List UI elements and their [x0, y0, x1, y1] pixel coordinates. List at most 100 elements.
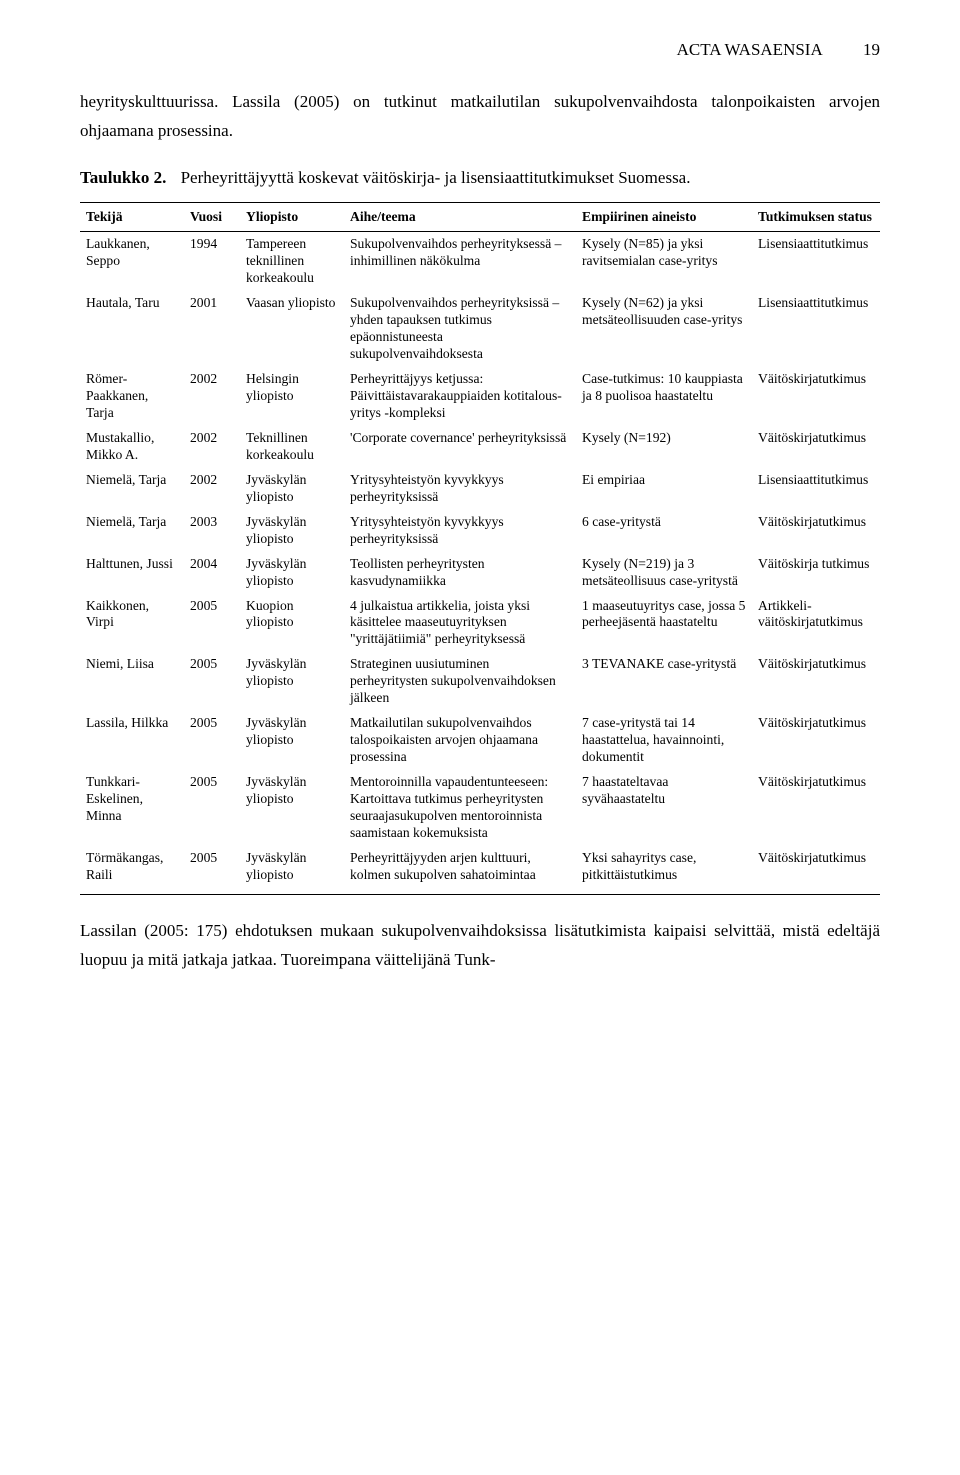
cell-year: 2005: [184, 846, 240, 894]
cell-topic: Mentoroinnilla vapaudentunteeseen: Karto…: [344, 770, 576, 846]
cell-author: Halttunen, Jussi: [80, 552, 184, 594]
cell-status: Väitöskirjatutkimus: [752, 426, 880, 468]
table-row: Halttunen, Jussi2004Jyväskylän yliopisto…: [80, 552, 880, 594]
cell-status: Artikkeli-väitöskirjatutkimus: [752, 594, 880, 653]
cell-year: 2002: [184, 426, 240, 468]
cell-year: 2002: [184, 468, 240, 510]
cell-univ: Jyväskylän yliopisto: [240, 652, 344, 711]
cell-author: Törmäkangas, Raili: [80, 846, 184, 894]
header-page-number: 19: [863, 40, 880, 59]
cell-status: Väitöskirjatutkimus: [752, 711, 880, 770]
cell-year: 2004: [184, 552, 240, 594]
cell-topic: Perheyrittäjyyden arjen kulttuuri, kolme…: [344, 846, 576, 894]
table-row: Römer-Paakkanen, Tarja2002Helsingin ylio…: [80, 367, 880, 426]
cell-univ: Jyväskylän yliopisto: [240, 468, 344, 510]
cell-emp: 1 maaseutuyritys case, jossa 5 perheejäs…: [576, 594, 752, 653]
cell-author: Niemi, Liisa: [80, 652, 184, 711]
cell-emp: Ei empiriaa: [576, 468, 752, 510]
cell-author: Niemelä, Tarja: [80, 510, 184, 552]
cell-author: Lassila, Hilkka: [80, 711, 184, 770]
cell-year: 2005: [184, 594, 240, 653]
cell-univ: Kuopion yliopisto: [240, 594, 344, 653]
table-row: Niemi, Liisa2005Jyväskylän yliopistoStra…: [80, 652, 880, 711]
cell-author: Laukkanen, Seppo: [80, 231, 184, 290]
cell-author: Mustakallio, Mikko A.: [80, 426, 184, 468]
cell-univ: Jyväskylän yliopisto: [240, 846, 344, 894]
cell-emp: 7 haastateltavaa syvähaastateltu: [576, 770, 752, 846]
cell-year: 2003: [184, 510, 240, 552]
intro-paragraph: heyrityskulttuurissa. Lassila (2005) on …: [80, 88, 880, 146]
footer-paragraph: Lassilan (2005: 175) ehdotuksen mukaan s…: [80, 917, 880, 975]
cell-status: Lisensiaattitutkimus: [752, 468, 880, 510]
header-title: ACTA WASAENSIA: [677, 40, 823, 59]
research-table: Tekijä Vuosi Yliopisto Aihe/teema Empiir…: [80, 202, 880, 895]
col-header-topic: Aihe/teema: [344, 202, 576, 231]
cell-year: 2001: [184, 291, 240, 367]
cell-topic: Matkailutilan sukupolvenvaihdos talospoi…: [344, 711, 576, 770]
col-header-year: Vuosi: [184, 202, 240, 231]
table-body: Laukkanen, Seppo1994Tampereen teknilline…: [80, 231, 880, 894]
table-row: Niemelä, Tarja2003Jyväskylän yliopistoYr…: [80, 510, 880, 552]
table-caption-label: Taulukko 2.: [80, 168, 166, 187]
table-row: Lassila, Hilkka2005Jyväskylän yliopistoM…: [80, 711, 880, 770]
cell-topic: Sukupolvenvaihdos perheyrityksessä – inh…: [344, 231, 576, 290]
cell-topic: 'Corporate covernance' perheyrityksissä: [344, 426, 576, 468]
table-header-row: Tekijä Vuosi Yliopisto Aihe/teema Empiir…: [80, 202, 880, 231]
cell-topic: Yritysyhteistyön kyvykkyys perheyrityksi…: [344, 510, 576, 552]
cell-topic: Yritysyhteistyön kyvykkyys perheyrityksi…: [344, 468, 576, 510]
cell-univ: Jyväskylän yliopisto: [240, 711, 344, 770]
cell-emp: 6 case-yritystä: [576, 510, 752, 552]
cell-emp: 3 TEVANAKE case-yritystä: [576, 652, 752, 711]
table-row: Laukkanen, Seppo1994Tampereen teknilline…: [80, 231, 880, 290]
table-row: Mustakallio, Mikko A.2002Teknillinen kor…: [80, 426, 880, 468]
cell-emp: Yksi sahayritys case, pitkittäistutkimus: [576, 846, 752, 894]
cell-emp: Kysely (N=192): [576, 426, 752, 468]
table-row: Kaikkonen, Virpi2005Kuopion yliopisto4 j…: [80, 594, 880, 653]
cell-univ: Vaasan yliopisto: [240, 291, 344, 367]
cell-topic: Strateginen uusiutuminen perheyritysten …: [344, 652, 576, 711]
table-row: Törmäkangas, Raili2005Jyväskylän yliopis…: [80, 846, 880, 894]
cell-emp: Kysely (N=62) ja yksi metsäteollisuuden …: [576, 291, 752, 367]
cell-topic: 4 julkaistua artikkelia, joista yksi käs…: [344, 594, 576, 653]
col-header-author: Tekijä: [80, 202, 184, 231]
cell-univ: Teknillinen korkeakoulu: [240, 426, 344, 468]
cell-topic: Teollisten perheyritysten kasvudynamiikk…: [344, 552, 576, 594]
cell-emp: Case-tutkimus: 10 kauppiasta ja 8 puolis…: [576, 367, 752, 426]
cell-year: 2005: [184, 652, 240, 711]
cell-status: Lisensiaattitutkimus: [752, 231, 880, 290]
cell-univ: Jyväskylän yliopisto: [240, 770, 344, 846]
cell-author: Tunkkari-Eskelinen, Minna: [80, 770, 184, 846]
cell-year: 2002: [184, 367, 240, 426]
table-row: Tunkkari-Eskelinen, Minna2005Jyväskylän …: [80, 770, 880, 846]
cell-emp: 7 case-yritystä tai 14 haastattelua, hav…: [576, 711, 752, 770]
cell-emp: Kysely (N=85) ja yksi ravitsemialan case…: [576, 231, 752, 290]
cell-author: Kaikkonen, Virpi: [80, 594, 184, 653]
cell-status: Väitöskirjatutkimus: [752, 510, 880, 552]
cell-year: 2005: [184, 711, 240, 770]
cell-author: Niemelä, Tarja: [80, 468, 184, 510]
cell-univ: Helsingin yliopisto: [240, 367, 344, 426]
cell-status: Lisensiaattitutkimus: [752, 291, 880, 367]
cell-author: Römer-Paakkanen, Tarja: [80, 367, 184, 426]
cell-status: Väitöskirjatutkimus: [752, 770, 880, 846]
table-row: Hautala, Taru2001Vaasan yliopistoSukupol…: [80, 291, 880, 367]
cell-topic: Perheyrittäjyys ketjussa: Päivittäistava…: [344, 367, 576, 426]
cell-topic: Sukupolvenvaihdos perheyrityksissä – yhd…: [344, 291, 576, 367]
col-header-status: Tutkimuksen status: [752, 202, 880, 231]
cell-univ: Jyväskylän yliopisto: [240, 552, 344, 594]
cell-status: Väitöskirjatutkimus: [752, 846, 880, 894]
cell-univ: Jyväskylän yliopisto: [240, 510, 344, 552]
page-header: ACTA WASAENSIA 19: [80, 40, 880, 60]
col-header-univ: Yliopisto: [240, 202, 344, 231]
cell-year: 1994: [184, 231, 240, 290]
cell-univ: Tampereen teknillinen korkeakoulu: [240, 231, 344, 290]
cell-year: 2005: [184, 770, 240, 846]
col-header-emp: Empiirinen aineisto: [576, 202, 752, 231]
cell-status: Väitöskirjatutkimus: [752, 367, 880, 426]
cell-status: Väitöskirja tutkimus: [752, 552, 880, 594]
cell-emp: Kysely (N=219) ja 3 metsäteollisuus case…: [576, 552, 752, 594]
table-caption-text: Perheyrittäjyyttä koskevat väitöskirja- …: [181, 168, 691, 187]
cell-status: Väitöskirjatutkimus: [752, 652, 880, 711]
cell-author: Hautala, Taru: [80, 291, 184, 367]
table-caption: Taulukko 2. Perheyrittäjyyttä koskevat v…: [80, 168, 880, 188]
